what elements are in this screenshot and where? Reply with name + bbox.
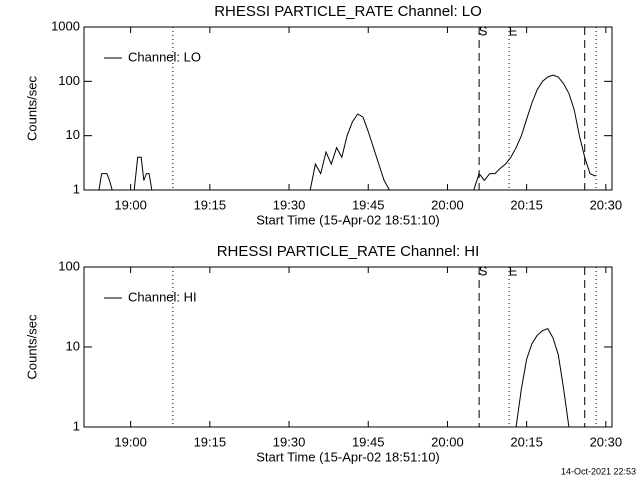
- x-tick-label: 19:30: [273, 434, 306, 449]
- y-tick-label: 10: [66, 338, 80, 353]
- chart-title: RHESSI PARTICLE_RATE Channel: HI: [217, 243, 480, 260]
- y-tick-label: 1: [73, 181, 80, 196]
- chart-title: RHESSI PARTICLE_RATE Channel: LO: [214, 3, 482, 20]
- y-tick-label: 1000: [51, 18, 80, 33]
- y-axis-label: Counts/sec: [24, 314, 39, 380]
- x-tick-label: 19:15: [194, 434, 227, 449]
- marker-label: E: [509, 263, 518, 278]
- y-axis-label: Counts/sec: [24, 75, 39, 141]
- x-axis-label: Start Time (15-Apr-02 18:51:10): [256, 212, 440, 227]
- y-tick-label: 1: [73, 418, 80, 433]
- x-tick-label: 20:15: [510, 434, 543, 449]
- x-tick-label: 19:00: [114, 434, 147, 449]
- y-tick-label: 10: [66, 127, 80, 142]
- plot-frame: [83, 26, 613, 191]
- data-line: [98, 74, 596, 190]
- x-tick-label: 19:15: [194, 197, 227, 212]
- y-tick-label: 100: [58, 73, 80, 88]
- plot-frame: [83, 266, 613, 428]
- marker-label: E: [509, 23, 518, 38]
- y-tick-label: 100: [58, 258, 80, 273]
- x-tick-label: 19:45: [352, 197, 385, 212]
- x-tick-label: 20:00: [431, 197, 464, 212]
- x-tick-label: 19:45: [352, 434, 385, 449]
- x-tick-label: 20:15: [510, 197, 543, 212]
- x-tick-label: 20:30: [590, 197, 623, 212]
- marker-label: S: [479, 263, 488, 278]
- x-tick-label: 19:00: [114, 197, 147, 212]
- timestamp: 14-Oct-2021 22:53: [561, 466, 636, 476]
- x-tick-label: 20:30: [590, 434, 623, 449]
- legend-label: Channel: HI: [128, 289, 197, 304]
- x-tick-label: 19:30: [273, 197, 306, 212]
- legend-label: Channel: LO: [128, 49, 201, 64]
- x-axis-label: Start Time (15-Apr-02 18:51:10): [256, 449, 440, 464]
- marker-label: S: [479, 23, 488, 38]
- data-line: [515, 327, 570, 427]
- x-tick-label: 20:00: [431, 434, 464, 449]
